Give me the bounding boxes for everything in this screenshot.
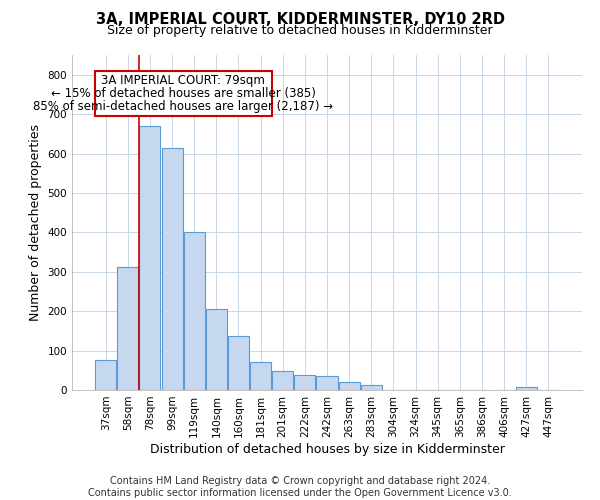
- Bar: [250, 362, 271, 390]
- Bar: [361, 385, 382, 390]
- Bar: [184, 232, 205, 390]
- Bar: [316, 376, 338, 390]
- Bar: [118, 266, 139, 390]
- X-axis label: Distribution of detached houses by size in Kidderminster: Distribution of detached houses by size …: [149, 442, 505, 456]
- Bar: [95, 360, 116, 390]
- Bar: [272, 372, 293, 390]
- Bar: [295, 376, 316, 390]
- Bar: [228, 336, 249, 390]
- Bar: [515, 387, 536, 390]
- Text: 85% of semi-detached houses are larger (2,187) →: 85% of semi-detached houses are larger (…: [34, 100, 334, 112]
- Text: 3A IMPERIAL COURT: 79sqm: 3A IMPERIAL COURT: 79sqm: [101, 74, 265, 87]
- Bar: [139, 126, 160, 390]
- Bar: [206, 309, 227, 390]
- Text: Size of property relative to detached houses in Kidderminster: Size of property relative to detached ho…: [107, 24, 493, 37]
- Y-axis label: Number of detached properties: Number of detached properties: [29, 124, 42, 321]
- Text: ← 15% of detached houses are smaller (385): ← 15% of detached houses are smaller (38…: [51, 87, 316, 100]
- Bar: [161, 148, 182, 390]
- Bar: [338, 382, 359, 390]
- Bar: [95, 71, 272, 116]
- Text: 3A, IMPERIAL COURT, KIDDERMINSTER, DY10 2RD: 3A, IMPERIAL COURT, KIDDERMINSTER, DY10 …: [95, 12, 505, 28]
- Text: Contains HM Land Registry data © Crown copyright and database right 2024.
Contai: Contains HM Land Registry data © Crown c…: [88, 476, 512, 498]
